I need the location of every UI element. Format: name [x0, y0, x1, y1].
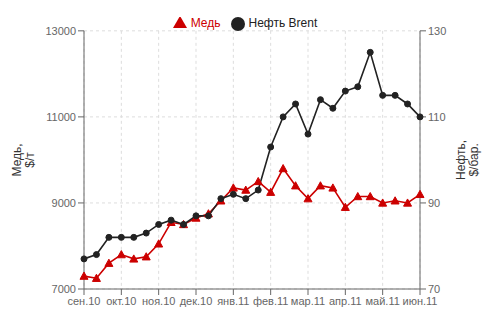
svg-text:Медь,$/т: Медь,$/т [11, 143, 38, 176]
svg-text:май.11: май.11 [366, 295, 400, 307]
svg-text:янв.11: янв.11 [217, 295, 249, 307]
html-text:Медь: Медь [190, 16, 221, 30]
svg-text:дек.10: дек.10 [180, 295, 213, 307]
svg-text:окт.10: окт.10 [106, 295, 136, 307]
html-text:Нефть Brent: Нефть Brent [248, 16, 318, 30]
svg-text:Нефть,$/бар.: Нефть,$/бар. [455, 140, 482, 180]
svg-text:фев.11: фев.11 [253, 295, 289, 307]
svg-text:9000: 9000 [52, 197, 76, 209]
svg-text:сен.10: сен.10 [68, 295, 101, 307]
svg-text:июн.11: июн.11 [403, 295, 438, 307]
svg-text:70: 70 [428, 283, 440, 295]
svg-text:апр.11: апр.11 [329, 295, 362, 307]
svg-text:ноя.10: ноя.10 [142, 295, 175, 307]
svg-text:11000: 11000 [46, 111, 76, 123]
svg-text:мар.11: мар.11 [291, 295, 325, 307]
svg-text:13000: 13000 [45, 25, 76, 37]
svg-text:90: 90 [428, 197, 440, 209]
svg-text:110: 110 [428, 111, 446, 123]
svg-text:7000: 7000 [52, 283, 76, 295]
svg-text:130: 130 [428, 25, 446, 37]
